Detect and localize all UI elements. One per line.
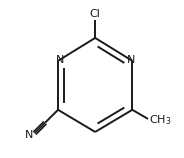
Text: CH$_3$: CH$_3$ [149, 114, 172, 127]
Text: N: N [127, 55, 135, 65]
Text: N: N [55, 55, 64, 65]
Text: Cl: Cl [90, 9, 101, 19]
Text: N: N [25, 130, 33, 140]
